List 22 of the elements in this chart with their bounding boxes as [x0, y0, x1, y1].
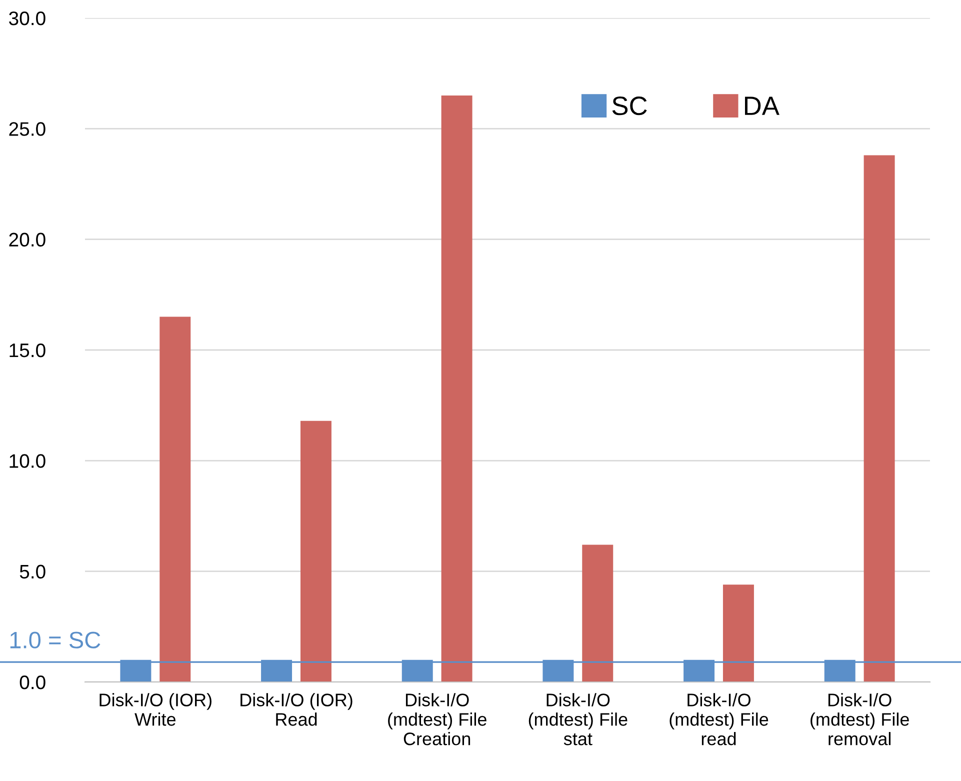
bar [441, 95, 472, 682]
y-tick-label: 5.0 [20, 564, 46, 579]
x-tick-label: Disk-I/O (mdtest) File removal [810, 693, 909, 746]
y-tick-label: 0.0 [20, 675, 46, 690]
y-tick-label: 25.0 [9, 122, 46, 136]
x-tick-label: Disk-I/O (mdtest) File stat [528, 693, 628, 746]
y-tick-label: 10.0 [10, 454, 46, 468]
x-tick-label: Disk-I/O (IOR) Write [100, 693, 212, 726]
y-tick-label: 30.0 [9, 11, 46, 26]
y-tick-label: 20.0 [9, 232, 46, 247]
bar [722, 584, 754, 682]
x-tick-label: Disk-I/O (mdtest) File Creation [388, 693, 486, 746]
legend-label: SC [612, 96, 647, 116]
ref-line-label: 1.0 = SC [10, 632, 100, 648]
bar [160, 316, 191, 682]
legend-label: DA [745, 96, 780, 115]
x-tick-label: Disk-I/O (IOR) Read [240, 693, 352, 726]
bar [582, 544, 614, 682]
bar [300, 420, 332, 682]
bar [864, 155, 895, 682]
x-tick-label: Disk-I/O (mdtest) File read [670, 693, 768, 746]
y-tick-label: 15.0 [10, 343, 46, 358]
